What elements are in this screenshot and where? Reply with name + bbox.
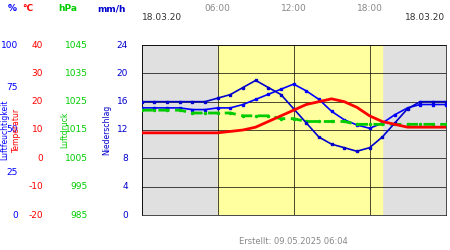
Text: 1005: 1005 [65,154,88,163]
Text: 18.03.20: 18.03.20 [142,13,182,22]
Text: 40: 40 [32,40,43,50]
Text: hPa: hPa [58,4,77,13]
Text: 1045: 1045 [65,40,88,50]
Text: 30: 30 [32,69,43,78]
Text: 1015: 1015 [65,126,88,134]
Text: 4: 4 [122,182,128,191]
Text: Erstellt: 09.05.2025 06:04: Erstellt: 09.05.2025 06:04 [239,238,348,246]
Text: 24: 24 [117,40,128,50]
Text: Niederschlag: Niederschlag [103,105,112,155]
Text: 20: 20 [117,69,128,78]
Text: 0: 0 [122,210,128,220]
Text: 20: 20 [32,97,43,106]
Text: 18:00: 18:00 [356,4,382,13]
Text: 06:00: 06:00 [205,4,230,13]
Text: -10: -10 [28,182,43,191]
Text: 985: 985 [71,210,88,220]
Text: Temperatur: Temperatur [12,108,21,152]
Text: 25: 25 [7,168,18,177]
Text: mm/h: mm/h [97,4,126,13]
Text: 995: 995 [71,182,88,191]
Text: %: % [8,4,17,13]
Text: Luftdruck: Luftdruck [60,112,69,148]
Text: 8: 8 [122,154,128,163]
Text: 1025: 1025 [65,97,88,106]
Text: 50: 50 [6,126,18,134]
Text: 10: 10 [32,126,43,134]
Text: 1035: 1035 [65,69,88,78]
Text: 18.03.20: 18.03.20 [405,13,446,22]
Text: 16: 16 [117,97,128,106]
Text: Luftfeuchtigkeit: Luftfeuchtigkeit [0,100,9,160]
Text: °C: °C [22,4,33,13]
Text: 12: 12 [117,126,128,134]
Bar [218,45,363,215]
Text: 100: 100 [1,40,18,50]
Bar [363,45,382,215]
Text: 0: 0 [12,210,18,220]
Text: 0: 0 [37,154,43,163]
Text: 75: 75 [6,83,18,92]
Text: -20: -20 [28,210,43,220]
Text: 12:00: 12:00 [281,4,306,13]
